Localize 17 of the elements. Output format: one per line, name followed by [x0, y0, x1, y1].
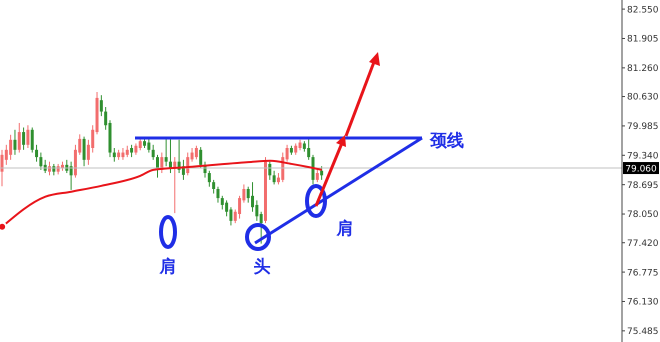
annotation: 头: [254, 257, 270, 277]
y-tick-label: 81.260: [627, 64, 659, 74]
y-tick-label: 78.050: [627, 210, 659, 220]
y-tick-label: 79.340: [627, 151, 659, 162]
y-tick-label: 82.550: [627, 5, 659, 16]
annotation: 肩: [336, 219, 354, 239]
ref-line-label: 79.060: [625, 164, 658, 175]
y-tick-label: 77.420: [627, 238, 659, 249]
y-tick-label: 80.630: [627, 92, 659, 103]
y-tick-label: 78.695: [627, 180, 658, 191]
y-tick-label: 75.485: [627, 327, 658, 338]
annotation: 肩: [158, 257, 176, 277]
y-tick-label: 79.985: [627, 122, 658, 132]
y-tick-label: 81.905: [627, 34, 658, 45]
y-tick-label: 76.775: [627, 268, 658, 278]
annotation: 颈线: [429, 131, 464, 151]
y-tick-label: 76.130: [627, 298, 659, 308]
